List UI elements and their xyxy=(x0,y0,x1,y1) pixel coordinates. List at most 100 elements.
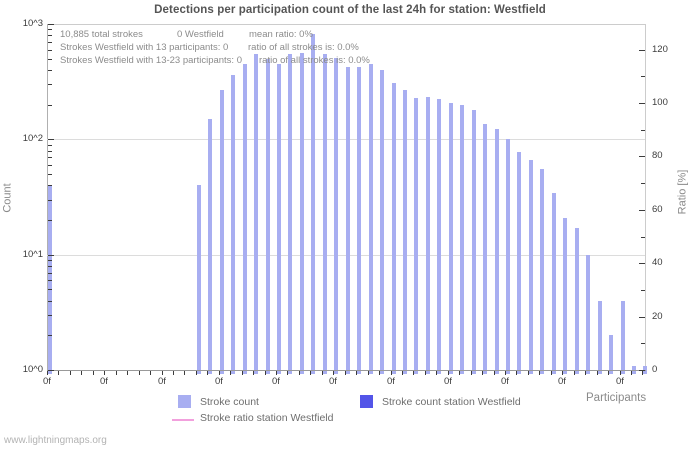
x-axis-tick xyxy=(574,371,575,375)
x-axis-tick xyxy=(253,371,254,375)
legend-swatch-stroke-count-station xyxy=(360,395,373,408)
stroke-count-bar xyxy=(266,59,270,374)
x-axis-tick xyxy=(93,371,94,375)
stroke-count-bar xyxy=(540,169,544,374)
annotation-station-count: 0 Westfield xyxy=(177,29,224,40)
x-axis-tick xyxy=(81,371,82,375)
y-axis-major-tick xyxy=(48,139,54,140)
legend-label-stroke-ratio: Stroke ratio station Westfield xyxy=(200,412,334,424)
stroke-count-bar xyxy=(254,54,258,374)
y-axis-minor-tick xyxy=(48,273,52,274)
x-axis-tick xyxy=(620,371,621,375)
x-axis-tick xyxy=(299,371,300,375)
stroke-count-bar xyxy=(277,64,281,374)
y-axis-minor-tick xyxy=(48,42,52,43)
stroke-count-bar xyxy=(621,301,625,374)
x-axis-tick xyxy=(58,371,59,375)
y-axis-major-tick xyxy=(48,255,54,256)
ratio-axis-tick-label: 80 xyxy=(652,150,663,161)
stroke-count-bar xyxy=(483,124,487,374)
stroke-count-bar xyxy=(231,75,235,374)
stroke-count-bar xyxy=(197,185,201,374)
stroke-count-bar xyxy=(300,53,304,374)
ratio-axis-tick xyxy=(641,76,645,77)
stroke-count-bar xyxy=(575,228,579,374)
stroke-count-bar xyxy=(346,67,350,374)
y-axis-minor-tick xyxy=(48,335,52,336)
legend-label-stroke-count-station: Stroke count station Westfield xyxy=(382,396,521,408)
annotation-total-strokes: 10,885 total strokes xyxy=(60,29,143,40)
ratio-axis-tick-label: 100 xyxy=(652,97,668,108)
x-axis-tick xyxy=(196,371,197,375)
x-axis-tick xyxy=(265,371,266,375)
stroke-count-bar xyxy=(437,99,441,374)
x-axis-tick xyxy=(425,371,426,375)
y-axis-minor-tick xyxy=(48,145,52,146)
x-axis-tick xyxy=(391,371,392,375)
x-axis-tick xyxy=(539,371,540,375)
x-axis-tick xyxy=(127,371,128,375)
y-axis-minor-tick xyxy=(48,260,52,261)
stroke-count-bar xyxy=(460,105,464,374)
ratio-axis-tick xyxy=(639,210,645,211)
stroke-count-bar xyxy=(529,160,533,374)
y-axis-minor-tick xyxy=(48,280,52,281)
plot-border-top xyxy=(47,24,646,25)
y-axis-minor-tick xyxy=(48,165,52,166)
ratio-axis-tick-label: 120 xyxy=(652,44,668,55)
y-axis-minor-tick xyxy=(48,185,52,186)
ratio-axis-tick-label: 40 xyxy=(652,257,663,268)
x-axis-tick xyxy=(562,371,563,375)
y-axis-title-ratio: Ratio [%] xyxy=(676,169,689,215)
x-axis-tick xyxy=(242,371,243,375)
annotation-ratio-13-23: ratio of all strokes is: 0.0% xyxy=(259,55,370,66)
y-axis-minor-tick xyxy=(48,266,52,267)
y-axis-line xyxy=(47,24,48,371)
stroke-count-bar xyxy=(426,97,430,374)
x-axis-tick xyxy=(70,371,71,375)
x-axis-tick-label: 0f xyxy=(158,376,166,387)
y-axis-minor-tick xyxy=(48,29,52,30)
legend-label-stroke-count: Stroke count xyxy=(200,396,259,408)
stroke-count-bar xyxy=(243,64,247,374)
stroke-count-bar xyxy=(392,83,396,374)
legend-line-stroke-ratio xyxy=(172,419,194,421)
stroke-count-bar xyxy=(380,70,384,374)
x-axis-tick xyxy=(173,371,174,375)
x-axis-tick xyxy=(436,371,437,375)
x-axis-tick-label: 0f xyxy=(272,376,280,387)
x-axis-tick xyxy=(505,371,506,375)
legend-swatch-stroke-count xyxy=(178,395,191,408)
y-axis-minor-tick xyxy=(48,151,52,152)
stroke-count-bar xyxy=(369,64,373,374)
y-axis-minor-tick xyxy=(48,35,52,36)
x-axis-tick xyxy=(448,371,449,375)
watermark-link[interactable]: www.lightningmaps.org xyxy=(4,435,107,446)
chart-title: Detections per participation count of th… xyxy=(154,4,546,16)
x-axis-tick xyxy=(413,371,414,375)
x-axis-tick xyxy=(333,371,334,375)
x-axis-tick-label: 0f xyxy=(329,376,337,387)
stroke-count-bar xyxy=(506,139,510,374)
x-axis-tick xyxy=(310,371,311,375)
stroke-count-bar xyxy=(334,58,338,374)
x-axis-tick xyxy=(402,371,403,375)
x-axis-tick xyxy=(631,371,632,375)
x-axis-tick xyxy=(494,371,495,375)
y-axis-tick-label: 10^0 xyxy=(22,364,43,375)
y-axis-tick-label: 10^3 xyxy=(22,18,43,29)
y-axis-minor-tick xyxy=(48,200,52,201)
stroke-count-bar xyxy=(495,129,499,374)
x-axis-tick xyxy=(528,371,529,375)
x-axis-tick xyxy=(184,371,185,375)
ratio-axis-tick-label: 60 xyxy=(652,204,663,215)
stroke-count-bar xyxy=(563,218,567,374)
x-axis-tick xyxy=(585,371,586,375)
y-axis-minor-tick xyxy=(48,59,52,60)
stroke-count-bar xyxy=(414,98,418,374)
y-axis-minor-tick xyxy=(48,157,52,158)
stroke-count-bar xyxy=(288,54,292,374)
y-axis-tick-label: 10^1 xyxy=(22,249,43,260)
